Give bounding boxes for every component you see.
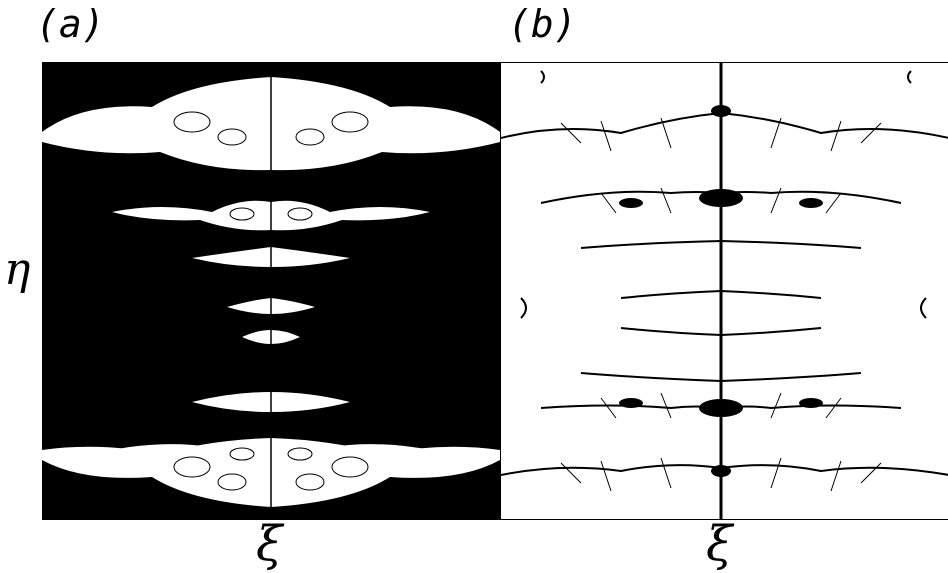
panel-b-label: (b) bbox=[508, 2, 577, 46]
fractal-b-image bbox=[501, 63, 948, 519]
fractal-a-image bbox=[42, 62, 500, 520]
x-axis-label-b: ξ bbox=[706, 516, 733, 572]
panel-a-label: (a) bbox=[36, 2, 105, 46]
y-axis-label: η bbox=[4, 244, 31, 295]
fractal-panel-b bbox=[500, 62, 948, 520]
x-axis-label-a: ξ bbox=[256, 516, 283, 572]
fractal-panel-a bbox=[42, 62, 500, 520]
